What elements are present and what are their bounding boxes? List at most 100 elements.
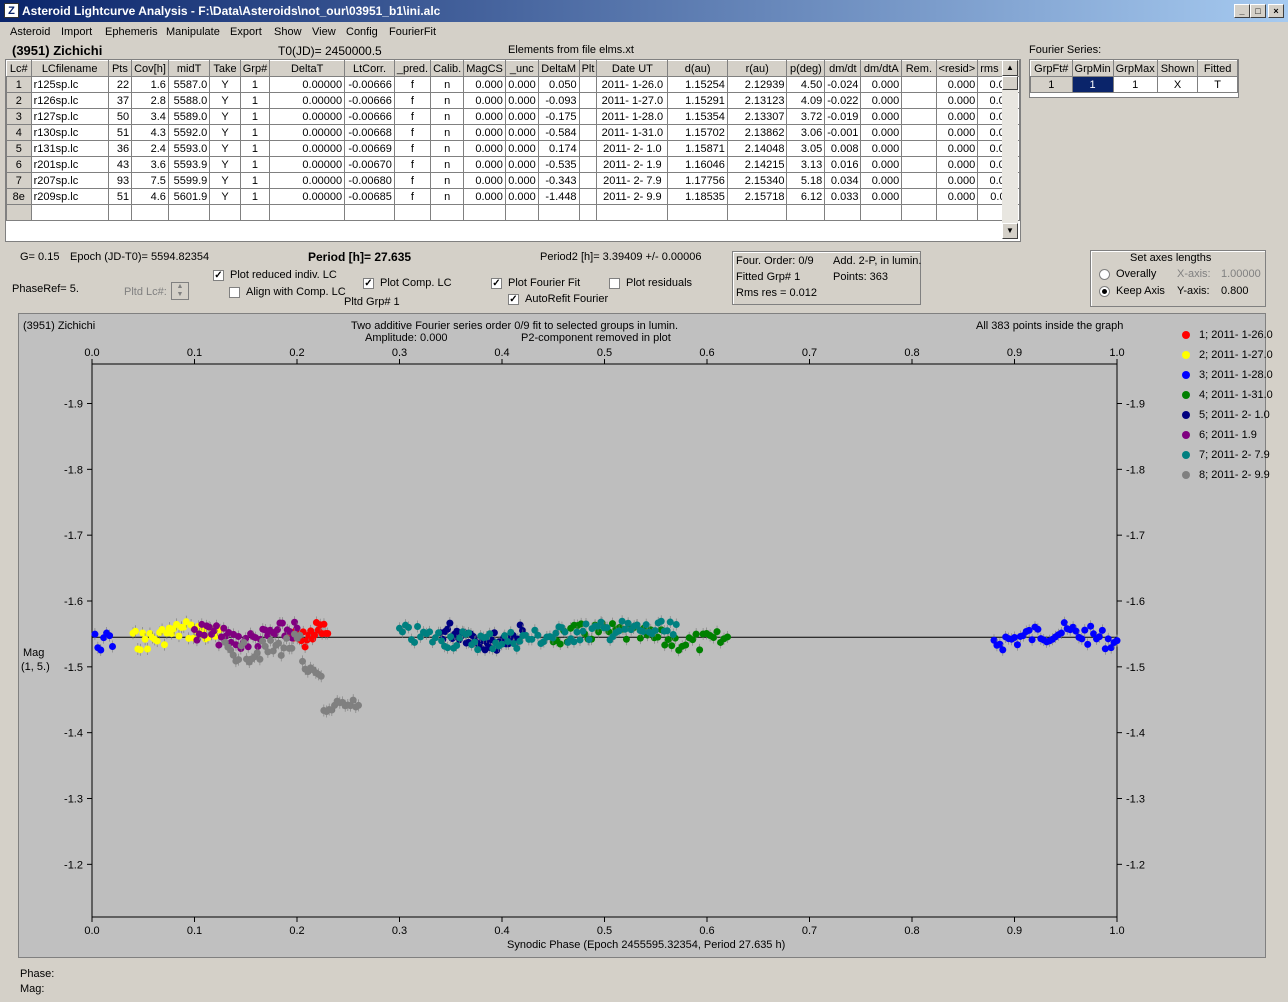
row-number[interactable]: 7 <box>6 172 32 189</box>
table-cell[interactable]: r126sp.lc <box>30 92 109 109</box>
table-cell[interactable]: 0.000 <box>504 76 539 93</box>
table-row[interactable]: 7 r207sp.lc 93 7.5 5599.9 Y 1 0.00000 -0.00680 f n… <box>6 172 1020 189</box>
table-cell[interactable]: n <box>430 156 465 173</box>
table-cell[interactable]: 1.16046 <box>667 156 728 173</box>
plot-residuals-checkbox[interactable] <box>609 278 620 289</box>
row-number[interactable]: 8e <box>6 188 32 205</box>
table-cell[interactable] <box>578 188 598 205</box>
table-cell[interactable]: 0.00000 <box>269 92 346 109</box>
table-row[interactable]: 6 r201sp.lc 43 3.6 5593.9 Y 1 0.00000 -0.00670 f n… <box>6 156 1020 173</box>
table-cell[interactable]: 0.000 <box>504 108 539 125</box>
table-cell[interactable]: 0.000 <box>463 124 506 141</box>
table-row-empty[interactable] <box>6 204 1020 221</box>
table-cell[interactable]: 1 <box>239 140 271 157</box>
table-cell[interactable]: 43 <box>107 156 133 173</box>
table-cell[interactable]: 2011- 1-31.0 <box>596 124 669 141</box>
table-cell[interactable] <box>901 188 937 205</box>
row-number[interactable]: 3 <box>6 108 32 125</box>
table-cell[interactable]: 2011- 2- 1.9 <box>596 156 669 173</box>
column-header[interactable]: d(au) <box>667 60 728 77</box>
fs-column-header[interactable]: GrpFt# <box>1030 60 1073 77</box>
column-header[interactable]: <resid> <box>935 60 979 77</box>
table-cell[interactable]: 0.000 <box>463 76 506 93</box>
table-cell[interactable]: Y <box>209 108 241 125</box>
table-cell[interactable]: 1 <box>239 172 271 189</box>
table-cell[interactable]: 0.000 <box>935 188 979 205</box>
table-cell[interactable]: 0.000 <box>860 108 903 125</box>
column-header[interactable]: Grp# <box>239 60 271 77</box>
table-cell[interactable]: n <box>430 172 465 189</box>
table-cell[interactable]: 0.000 <box>463 92 506 109</box>
table-cell[interactable] <box>578 76 598 93</box>
autorefit-checkbox[interactable]: ✓ <box>508 294 519 305</box>
row-number[interactable]: 1 <box>6 76 32 93</box>
table-cell[interactable]: 0.000 <box>935 108 979 125</box>
overally-radio[interactable] <box>1099 269 1110 280</box>
table-cell[interactable] <box>578 108 598 125</box>
table-cell[interactable]: -0.00666 <box>344 76 395 93</box>
table-cell[interactable]: 6.12 <box>786 188 826 205</box>
table-cell[interactable] <box>901 76 937 93</box>
table-cell[interactable]: -0.584 <box>537 124 580 141</box>
fs-column-header[interactable]: GrpMax <box>1112 60 1158 77</box>
table-cell[interactable]: 3.06 <box>786 124 826 141</box>
table-cell[interactable]: 2.8 <box>131 92 169 109</box>
menu-fourierfit[interactable]: FourierFit <box>389 26 437 38</box>
table-cell[interactable]: 0.000 <box>504 92 539 109</box>
table-cell[interactable]: 0.000 <box>504 172 539 189</box>
table-cell[interactable]: 5592.0 <box>167 124 211 141</box>
table-cell[interactable]: 0.00000 <box>269 188 346 205</box>
table-cell[interactable]: f <box>393 172 432 189</box>
table-cell[interactable]: -0.019 <box>824 108 862 125</box>
row-number[interactable]: 5 <box>6 140 32 157</box>
table-cell[interactable] <box>578 156 598 173</box>
table-cell[interactable]: r201sp.lc <box>30 156 109 173</box>
table-cell[interactable]: r125sp.lc <box>30 76 109 93</box>
table-cell[interactable]: 5593.9 <box>167 156 211 173</box>
table-cell[interactable]: f <box>393 188 432 205</box>
table-cell[interactable]: 0.000 <box>860 92 903 109</box>
table-cell[interactable]: f <box>393 108 432 125</box>
table-cell[interactable]: 2.14215 <box>726 156 788 173</box>
column-header[interactable]: Date UT <box>596 60 669 77</box>
fs-cell[interactable]: X <box>1156 76 1199 93</box>
table-row[interactable]: 4 r130sp.lc 51 4.3 5592.0 Y 1 0.00000 -0.00668 f n… <box>6 124 1020 141</box>
pltd-lc-spinner[interactable]: ▲ ▼ <box>171 282 189 300</box>
column-header[interactable]: Lc# <box>6 60 32 77</box>
table-cell[interactable]: 1.15291 <box>667 92 728 109</box>
table-row[interactable]: 2 r126sp.lc 37 2.8 5588.0 Y 1 0.00000 -0.00666 f n… <box>6 92 1020 109</box>
table-cell[interactable]: 0.00000 <box>269 76 346 93</box>
table-cell[interactable]: 2.4 <box>131 140 169 157</box>
table-cell[interactable]: 2011- 1-28.0 <box>596 108 669 125</box>
y-axis-value[interactable]: 0.800 <box>1221 285 1249 297</box>
table-cell[interactable]: 4.6 <box>131 188 169 205</box>
table-cell[interactable]: 1.6 <box>131 76 169 93</box>
column-header[interactable]: Plt <box>578 60 598 77</box>
table-cell[interactable]: r131sp.lc <box>30 140 109 157</box>
table-cell[interactable]: 0.016 <box>824 156 862 173</box>
column-header[interactable]: LCfilename <box>30 60 109 77</box>
menu-manipulate[interactable]: Manipulate <box>166 26 220 38</box>
column-header[interactable]: _unc <box>504 60 539 77</box>
fs-column-header[interactable]: Shown <box>1156 60 1199 77</box>
table-cell[interactable]: -0.00670 <box>344 156 395 173</box>
table-cell[interactable]: Y <box>209 188 241 205</box>
table-cell[interactable]: 5.18 <box>786 172 826 189</box>
table-cell[interactable]: 0.174 <box>537 140 580 157</box>
column-header[interactable]: LtCorr. <box>344 60 395 77</box>
table-cell[interactable]: 0.000 <box>935 76 979 93</box>
table-cell[interactable]: Y <box>209 92 241 109</box>
table-cell[interactable]: 0.000 <box>935 156 979 173</box>
table-cell[interactable]: -0.343 <box>537 172 580 189</box>
table-cell[interactable]: 0.000 <box>860 140 903 157</box>
table-cell[interactable]: 5599.9 <box>167 172 211 189</box>
menu-asteroid[interactable]: Asteroid <box>10 26 51 38</box>
table-cell[interactable]: 1.15702 <box>667 124 728 141</box>
table-cell[interactable]: 3.6 <box>131 156 169 173</box>
column-header[interactable]: _pred. <box>393 60 432 77</box>
table-cell[interactable]: r127sp.lc <box>30 108 109 125</box>
maximize-button[interactable]: □ <box>1250 4 1266 18</box>
scroll-down-icon[interactable]: ▼ <box>1002 223 1018 239</box>
table-cell[interactable]: 0.034 <box>824 172 862 189</box>
table-cell[interactable]: 1 <box>239 108 271 125</box>
